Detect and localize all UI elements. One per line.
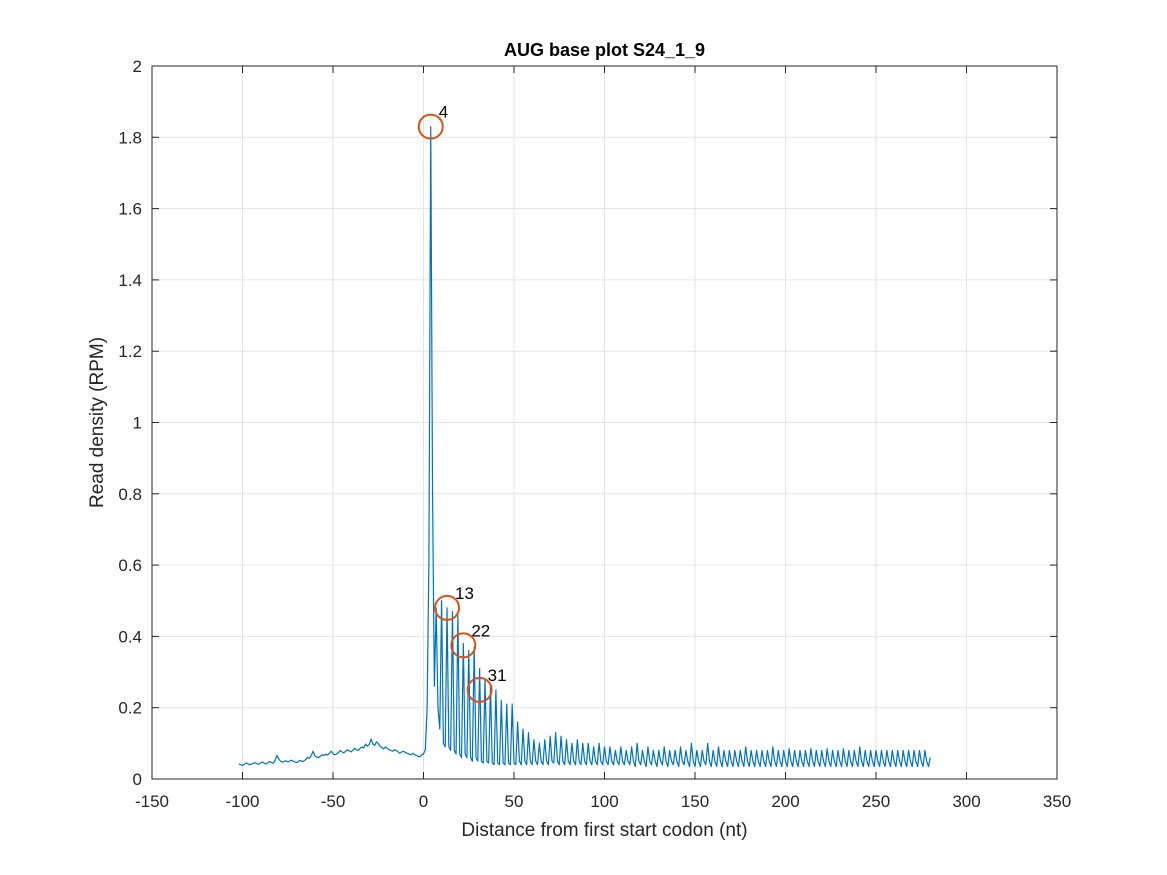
y-axis-title: Read density (RPM) <box>87 337 108 508</box>
x-tick-label: -100 <box>225 792 259 811</box>
peak-marker <box>450 632 477 659</box>
peak-marker <box>434 594 461 621</box>
chart-title: AUG base plot S24_1_9 <box>504 40 705 60</box>
x-tick-label: 250 <box>862 792 890 811</box>
y-tick-label: 0.6 <box>118 556 142 575</box>
y-tick-label: 1 <box>133 414 142 433</box>
y-tick-label: 0.2 <box>118 699 142 718</box>
peak-label: 4 <box>439 103 448 122</box>
x-tick-label: 350 <box>1043 792 1071 811</box>
y-tick-label: 0.8 <box>118 485 142 504</box>
x-tick-label: -150 <box>135 792 169 811</box>
y-tick-label: 1.4 <box>118 271 142 290</box>
series-layer <box>238 126 931 768</box>
annotations: 4 13 22 31 <box>417 103 507 703</box>
series-line <box>238 126 931 768</box>
y-tick-label: 1.6 <box>118 200 142 219</box>
y-tick-label: 0 <box>133 770 142 789</box>
x-tick-label: 0 <box>419 792 428 811</box>
y-tick-label: 1.2 <box>118 342 142 361</box>
x-tick-label: 300 <box>952 792 980 811</box>
x-tick-label: 100 <box>590 792 618 811</box>
peak-label: 31 <box>488 666 507 685</box>
x-tick-label: 50 <box>505 792 524 811</box>
ticks: -150 -100 -50 0 50 100 150 200 250 300 350 0 0.2 0.4 0… <box>118 57 1071 811</box>
peak-marker <box>466 676 493 703</box>
x-tick-label: -50 <box>321 792 346 811</box>
peak-label: 13 <box>455 584 474 603</box>
y-tick-label: 2 <box>133 57 142 76</box>
y-tick-label: 1.8 <box>118 128 142 147</box>
y-tick-label: 0.4 <box>118 627 142 646</box>
x-tick-label: 200 <box>771 792 799 811</box>
x-tick-label: 150 <box>681 792 709 811</box>
grid <box>151 65 1058 780</box>
x-axis-title: Distance from first start codon (nt) <box>461 820 747 841</box>
peak-label: 22 <box>471 621 490 640</box>
peak-marker <box>417 113 444 140</box>
